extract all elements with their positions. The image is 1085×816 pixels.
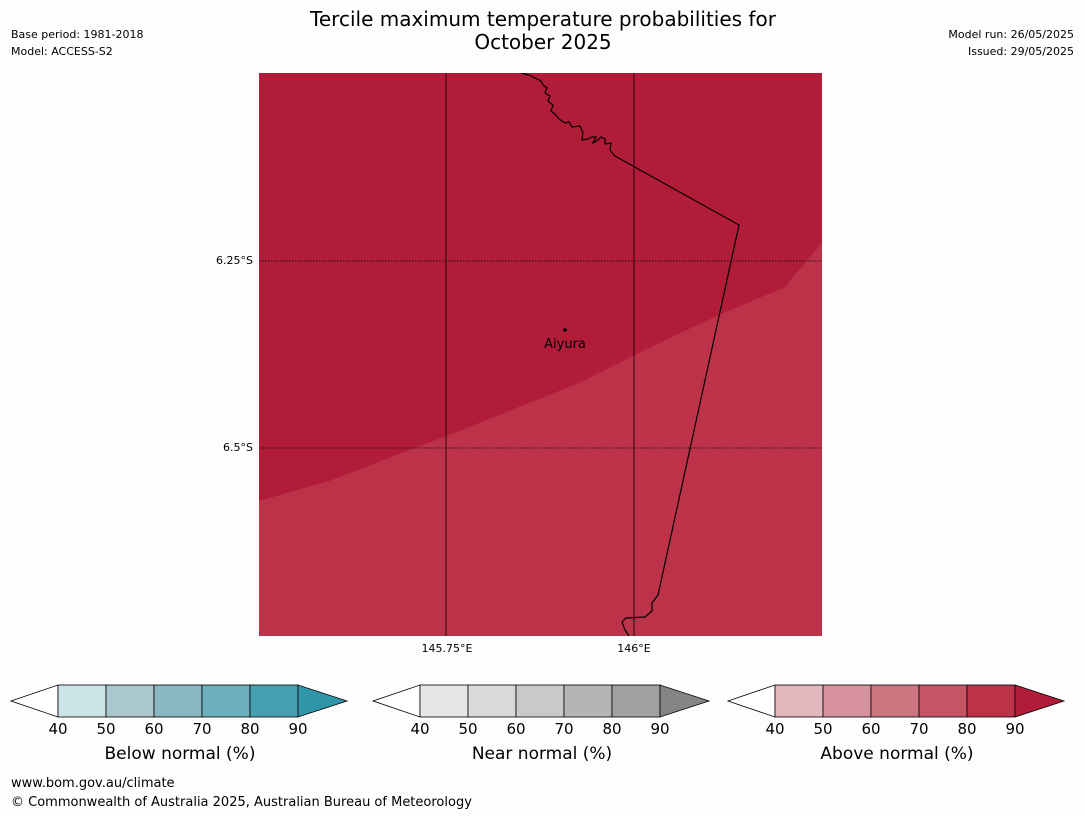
colorbar-segment (563, 684, 613, 718)
colorbar-segment (201, 684, 251, 718)
colorbar-under-triangle (371, 684, 421, 718)
colorbar-below-svg (9, 684, 349, 718)
colorbar-over-triangle (1014, 684, 1066, 718)
tick: 90 (288, 720, 308, 738)
tick: 40 (48, 720, 68, 738)
lat-label-6-25: 6.25°S (216, 254, 253, 267)
colorbar-segment (57, 684, 107, 718)
tick: 60 (144, 720, 164, 738)
aiyura-marker (563, 328, 567, 332)
aiyura-label: Aiyura (544, 337, 586, 352)
colorbar-segment (774, 684, 824, 718)
tick: 60 (506, 720, 526, 738)
map-title: Tercile maximum temperature probabilitie… (243, 8, 843, 54)
tick: 50 (813, 720, 833, 738)
colorbar-above-normal: 40 50 60 70 80 90 Above normal (%) (726, 684, 1067, 764)
colorbar-under-triangle (726, 684, 776, 718)
tick: 80 (957, 720, 977, 738)
map-panel (259, 73, 822, 636)
border-line (520, 73, 740, 636)
lon-label-145-75: 145.75°E (421, 642, 473, 655)
colorbar-segment (515, 684, 565, 718)
colorbar-segment (966, 684, 1016, 718)
colorbar-segment (467, 684, 517, 718)
footer-url[interactable]: www.bom.gov.au/climate (11, 776, 175, 791)
tick: 50 (96, 720, 116, 738)
tick: 80 (602, 720, 622, 738)
tick: 60 (861, 720, 881, 738)
colorbar-below-label: Below normal (%) (104, 744, 256, 764)
colorbar-over-triangle (659, 684, 711, 718)
meta-left: Base period: 1981-2018 Model: ACCESS-S2 (11, 26, 143, 60)
base-period-text: Base period: 1981-2018 (11, 28, 144, 41)
tick: 40 (765, 720, 785, 738)
model-text: Model: ACCESS-S2 (11, 45, 113, 58)
colorbar-segment (918, 684, 968, 718)
tick: 80 (240, 720, 260, 738)
colorbar-segment (153, 684, 203, 718)
colorbar-segment (105, 684, 155, 718)
issued-text: Issued: 29/05/2025 (967, 45, 1074, 58)
above-80-region (259, 243, 822, 636)
colorbar-segment (249, 684, 299, 718)
meta-right: Model run: 26/05/2025 Issued: 29/05/2025 (948, 26, 1074, 60)
colorbar-above-label: Above normal (%) (820, 744, 974, 764)
colorbar-below-normal: 40 50 60 70 80 90 Below normal (%) (9, 684, 350, 764)
colorbar-near-ticks: 40 50 60 70 80 90 (372, 720, 712, 738)
colorbar-above-ticks: 40 50 60 70 80 90 (727, 720, 1067, 738)
tick: 90 (1005, 720, 1025, 738)
colorbar-near-normal: 40 50 60 70 80 90 Near normal (%) (371, 684, 712, 764)
lon-label-146: 146°E (617, 642, 651, 655)
colorbar-segment (611, 684, 661, 718)
tick: 40 (410, 720, 430, 738)
footer-copyright: © Commonwealth of Australia 2025, Austra… (11, 795, 472, 810)
map-title-line1: Tercile maximum temperature probabilitie… (310, 7, 776, 31)
colorbar-near-svg (371, 684, 711, 718)
tick: 70 (909, 720, 929, 738)
colorbar-under-triangle (9, 684, 59, 718)
colorbar-segment (870, 684, 920, 718)
map-title-line2: October 2025 (474, 30, 612, 54)
colorbar-segment (822, 684, 872, 718)
colorbar-over-triangle (297, 684, 349, 718)
map-svg (259, 73, 822, 636)
lat-label-6-5: 6.5°S (223, 441, 253, 454)
tick: 90 (650, 720, 670, 738)
model-run-text: Model run: 26/05/2025 (948, 28, 1074, 41)
colorbar-above-svg (726, 684, 1066, 718)
colorbar-near-label: Near normal (%) (471, 744, 613, 764)
tick: 70 (192, 720, 212, 738)
tick: 50 (458, 720, 478, 738)
colorbar-below-ticks: 40 50 60 70 80 90 (10, 720, 350, 738)
tick: 70 (554, 720, 574, 738)
colorbar-segment (419, 684, 469, 718)
